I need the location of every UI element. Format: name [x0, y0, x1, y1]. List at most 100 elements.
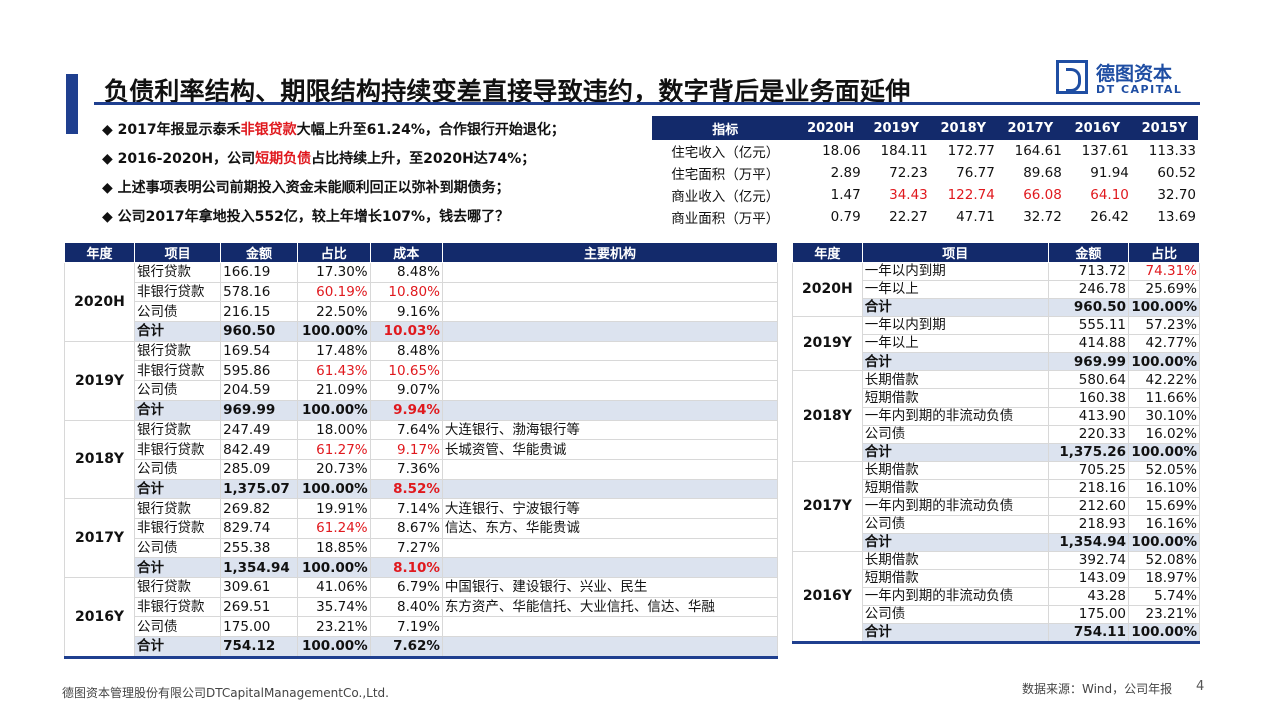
item-cell: 一年内到期的非流动负债: [861, 496, 1049, 516]
pct-cell: 22.50%: [296, 301, 371, 323]
pct-cell: 100.00%: [1128, 532, 1200, 553]
year-cell: 2018Y: [792, 370, 863, 462]
bullet-item: ◆ 上述事项表明公司前期投入资金未能顺利回正以弥补到期债务；: [102, 175, 642, 204]
table-row: 非银行贷款 578.16 60.19% 10.80%: [65, 281, 779, 303]
column-header: 项目: [134, 242, 222, 263]
item-cell: 银行贷款: [134, 262, 222, 283]
pct-cell: 61.43%: [296, 360, 371, 382]
table-row: 2017Y 银行贷款 269.82 19.91% 7.14% 大连银行、宁波银行等: [63, 498, 779, 578]
table-header-row: 年度 项目 金额 占比 成本 主要机构: [63, 242, 779, 263]
item-cell: 合计: [134, 321, 222, 342]
amount-cell: 175.00: [1047, 605, 1130, 625]
item-cell: 非银行贷款: [134, 439, 222, 460]
item-cell: 非银行贷款: [134, 596, 222, 618]
pct-cell: 20.73%: [296, 458, 371, 480]
amount-cell: 754.11: [1047, 623, 1130, 644]
pct-cell: 15.69%: [1128, 496, 1200, 516]
table-row: 2018Y 银行贷款 247.49 18.00% 7.64% 大连银行、渤海银行等: [63, 419, 779, 500]
column-header: 指标: [652, 116, 799, 140]
item-cell: 合计: [861, 532, 1049, 553]
year-cell: 2017Y: [63, 498, 136, 578]
item-cell: 合计: [134, 399, 222, 421]
amount-cell: 960.50: [1047, 298, 1130, 318]
table-row: 2019Y 一年以内到期 555.11 57.23%: [792, 316, 1200, 372]
cell-value: 64.10: [1090, 187, 1129, 203]
table-header-row: 年度 项目 金额 占比: [792, 242, 1200, 263]
org-cell: 中国银行、建设银行、兴业、民生: [441, 577, 779, 598]
pct-cell: 100.00%: [1128, 298, 1200, 318]
amount-cell: 218.16: [1047, 478, 1130, 498]
pct-cell: 100.00%: [296, 399, 371, 421]
pct-cell: 25.69%: [1128, 280, 1200, 300]
cost-cell: 7.27%: [369, 537, 443, 559]
item-cell: 合计: [861, 623, 1049, 644]
column-header: 占比: [296, 242, 371, 263]
item-cell: 短期借款: [861, 388, 1049, 408]
cell-value: 34.43: [889, 187, 928, 203]
org-cell: [441, 340, 779, 362]
table-row: 2020H 银行贷款 166.19 17.30% 8.48%: [63, 262, 779, 342]
amount-cell: 754.12: [220, 636, 298, 658]
org-cell: [441, 321, 779, 342]
table-row: 一年内到期的非流动负债 413.90 30.10%: [793, 406, 1200, 426]
org-cell: [441, 458, 779, 480]
amount-cell: 169.54: [220, 340, 298, 362]
cell-value: 13.69: [1157, 209, 1196, 225]
item-cell: 一年内到期的非流动负债: [861, 406, 1049, 426]
pct-cell: 16.10%: [1128, 478, 1200, 498]
item-cell: 银行贷款: [134, 498, 222, 519]
pct-cell: 5.74%: [1128, 587, 1200, 607]
column-header: 2017Y: [996, 116, 1064, 140]
pct-cell: 100.00%: [1128, 352, 1200, 372]
row-label: 商业收入（亿元）: [671, 189, 780, 205]
table-row: 住宅收入（亿元） 18.06 184.11 172.77 164.61 137.61 113…: [652, 140, 1198, 162]
table-row: 2017Y 长期借款 705.25 52.05%: [792, 460, 1200, 553]
cell-value: 184.11: [880, 143, 928, 159]
pct-cell: 21.09%: [296, 380, 371, 401]
item-cell: 长期借款: [861, 370, 1049, 390]
table-sum-row: 合计 960.50 100.00% 10.03%: [65, 321, 779, 342]
table-sum-row: 合计 960.50 100.00%: [793, 298, 1200, 318]
table-row: 公司债 285.09 20.73% 7.36%: [65, 458, 779, 480]
amount-cell: 204.59: [220, 380, 298, 401]
year-cell: 2019Y: [63, 340, 136, 421]
item-cell: 合计: [134, 478, 222, 500]
item-cell: 合计: [861, 298, 1049, 318]
amount-cell: 713.72: [1047, 261, 1130, 282]
amount-cell: 1,375.26: [1047, 442, 1130, 462]
cost-cell: 9.07%: [369, 380, 443, 401]
pct-cell: 52.05%: [1128, 460, 1200, 480]
debt-structure-table: 年度 项目 金额 占比 成本 主要机构 2020H 银行贷款 166.19 17.30% 8.48%…: [63, 242, 779, 659]
amount-cell: 1,354.94: [1047, 532, 1130, 553]
bullet-item: ◆ 2017年报显示泰禾非银贷款大幅上升至61.24%，合作银行开始退化；: [102, 117, 642, 146]
item-cell: 公司债: [861, 605, 1049, 625]
table-row: 公司债 175.00 23.21% 7.19%: [65, 616, 779, 638]
cost-cell: 8.67%: [369, 517, 443, 539]
year-cell: 2019Y: [792, 316, 863, 372]
row-label: 住宅面积（万平）: [671, 167, 780, 183]
column-header: 年度: [792, 242, 863, 263]
cost-cell: 9.94%: [369, 399, 443, 421]
logo-en-text: DT CAPITAL: [1096, 83, 1183, 96]
cell-value: 32.70: [1157, 187, 1196, 203]
pct-cell: 19.91%: [296, 498, 371, 519]
amount-cell: 255.38: [220, 537, 298, 559]
cost-cell: 7.36%: [369, 458, 443, 480]
pct-cell: 100.00%: [1128, 623, 1200, 644]
cost-cell: 10.65%: [369, 360, 443, 382]
pct-cell: 16.02%: [1128, 424, 1200, 444]
org-cell: 大连银行、宁波银行等: [441, 498, 779, 519]
logo-cn-text: 德图资本: [1096, 63, 1173, 85]
cell-value: 76.77: [956, 165, 995, 181]
column-header: 2018Y: [929, 116, 997, 140]
item-cell: 非银行贷款: [134, 517, 222, 539]
org-cell: [441, 478, 779, 500]
amount-cell: 160.38: [1047, 388, 1130, 408]
org-cell: 东方资产、华能信托、大业信托、信达、华融: [441, 596, 779, 618]
bullet-text: ◆ 上述事项表明公司前期投入资金未能顺利回正以弥补到期债务；: [102, 180, 510, 196]
title-accent-bar: [66, 74, 78, 134]
title-underline: [94, 102, 1200, 105]
table-row: 公司债 204.59 21.09% 9.07%: [65, 380, 779, 401]
amount-cell: 269.82: [220, 498, 298, 519]
year-cell: 2020H: [63, 262, 136, 342]
